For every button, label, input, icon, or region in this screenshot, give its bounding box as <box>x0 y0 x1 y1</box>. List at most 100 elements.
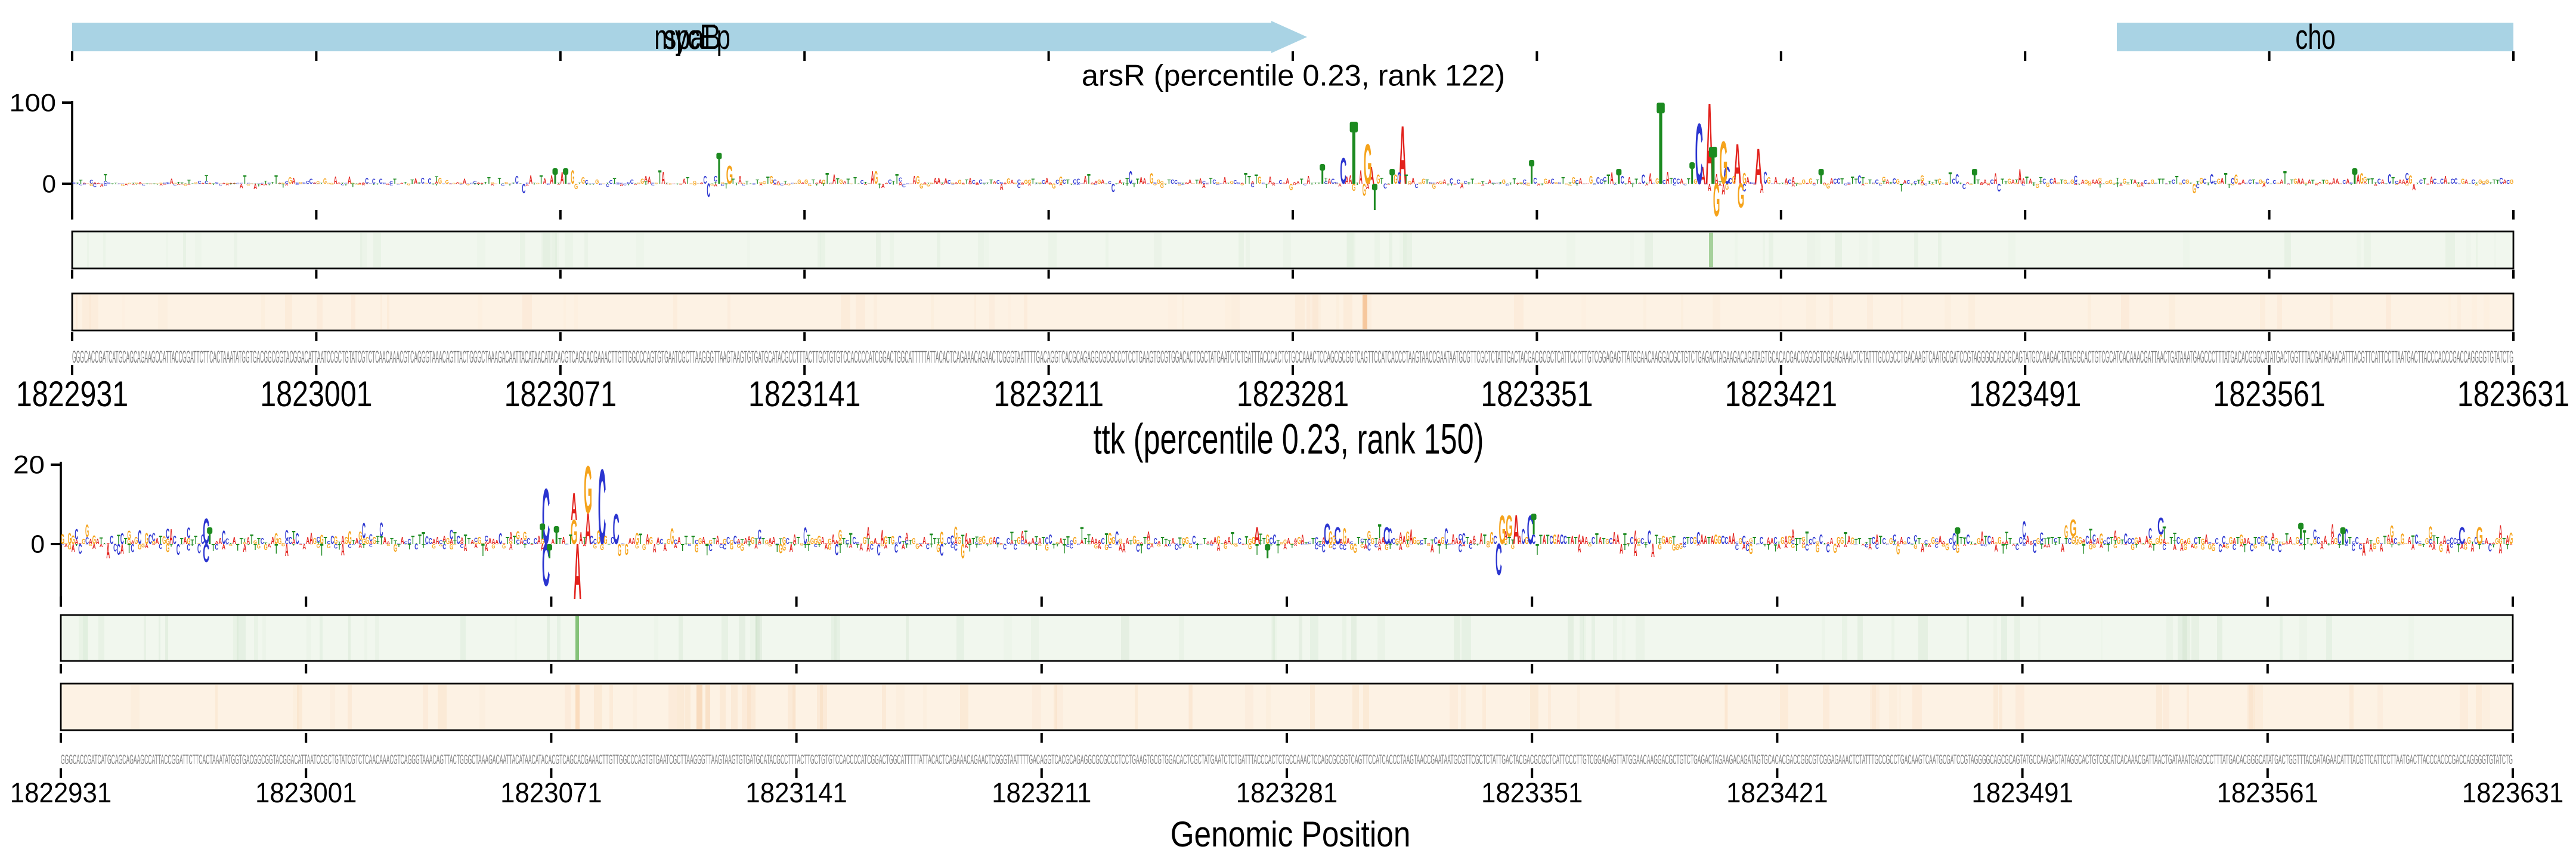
svg-text:G: G <box>800 543 804 545</box>
svg-text:A: A <box>93 182 97 184</box>
svg-text:G: G <box>68 543 72 552</box>
svg-text:C: C <box>414 543 418 551</box>
svg-text:C: C <box>219 184 222 187</box>
svg-text:G: G <box>1683 183 1688 184</box>
svg-text:G: G <box>1885 543 1890 544</box>
svg-text:A: A <box>1021 529 1024 543</box>
svg-text:C: C <box>996 534 999 546</box>
svg-text:A: A <box>1826 542 1830 545</box>
svg-text:C: C <box>1315 535 1318 546</box>
svg-text:A: A <box>1038 536 1042 546</box>
svg-text:G: G <box>1732 174 1736 187</box>
svg-text:A: A <box>765 544 769 545</box>
svg-text:C: C <box>1335 522 1341 549</box>
svg-text:T: T <box>857 183 860 184</box>
svg-text:C: C <box>948 179 951 185</box>
svg-text:C: C <box>1809 539 1812 546</box>
svg-text:G: G <box>2408 174 2412 187</box>
svg-text:C: C <box>940 541 943 560</box>
svg-text:T: T <box>2168 181 2172 185</box>
svg-text:T: T <box>1631 183 1634 189</box>
svg-text:A: A <box>1896 541 1900 545</box>
svg-text:G: G <box>1527 183 1531 184</box>
svg-text:A: A <box>1306 174 1310 187</box>
svg-text:G: G <box>737 543 741 549</box>
svg-text:G: G <box>2194 543 2197 551</box>
svg-text:A: A <box>2299 544 2303 547</box>
svg-text:T: T <box>1227 183 1230 184</box>
svg-text:C: C <box>289 535 292 546</box>
svg-text:G: G <box>134 535 138 546</box>
svg-text:A: A <box>2271 531 2275 542</box>
svg-text:G: G <box>2201 543 2205 552</box>
svg-text:A: A <box>414 177 417 186</box>
svg-text:T: T <box>253 183 257 184</box>
svg-text:A: A <box>1460 183 1464 190</box>
svg-text:G: G <box>1460 183 1465 184</box>
svg-text:A: A <box>520 537 524 546</box>
svg-text:C: C <box>733 534 737 547</box>
svg-text:T: T <box>2060 179 2064 186</box>
svg-text:G: G <box>1555 182 1558 185</box>
svg-text:C: C <box>1318 543 1322 549</box>
svg-text:T: T <box>1203 536 1206 546</box>
svg-text:C: C <box>2450 536 2453 546</box>
svg-text:G: G <box>358 529 362 543</box>
svg-text:G: G <box>2334 537 2337 546</box>
svg-text:1823141: 1823141 <box>745 777 847 808</box>
svg-text:C: C <box>327 540 330 545</box>
svg-text:A: A <box>338 183 342 184</box>
svg-text:G: G <box>453 544 457 546</box>
svg-text:G: G <box>1367 529 1371 542</box>
svg-text:A: A <box>1791 183 1795 187</box>
svg-text:G: G <box>915 543 919 551</box>
svg-text:T: T <box>2137 182 2141 184</box>
svg-text:T: T <box>442 540 446 545</box>
svg-text:A: A <box>871 168 874 188</box>
svg-text:C: C <box>1444 523 1448 549</box>
svg-text:A: A <box>2095 178 2098 185</box>
svg-text:T: T <box>1178 535 1182 546</box>
svg-text:G: G <box>2397 542 2401 545</box>
svg-text:C: C <box>309 178 313 186</box>
svg-text:G: G <box>2166 542 2169 545</box>
svg-text:T: T <box>1509 184 1513 185</box>
svg-text:T: T <box>1575 183 1579 187</box>
svg-text:A: A <box>657 536 660 546</box>
svg-text:A: A <box>1021 184 1025 185</box>
svg-text:G: G <box>2126 184 2131 185</box>
svg-text:T: T <box>2051 534 2054 546</box>
svg-text:G: G <box>194 182 197 184</box>
svg-text:A: A <box>541 542 544 553</box>
svg-text:A: A <box>2374 184 2377 187</box>
svg-text:T: T <box>971 536 975 546</box>
svg-text:A: A <box>125 184 128 186</box>
svg-text:G: G <box>2405 184 2408 187</box>
svg-text:A: A <box>2289 535 2292 546</box>
svg-text:A: A <box>163 184 167 185</box>
svg-text:G: G <box>162 534 166 547</box>
svg-text:A: A <box>1627 543 1631 545</box>
svg-text:C: C <box>1724 162 1730 189</box>
svg-text:C: C <box>2040 530 2044 543</box>
svg-text:G: G <box>2509 530 2513 548</box>
svg-text:C: C <box>1003 543 1007 551</box>
svg-text:G: G <box>1693 535 1696 546</box>
svg-text:T: T <box>2367 178 2371 186</box>
svg-text:A: A <box>1746 540 1750 545</box>
svg-text:T: T <box>1083 536 1087 546</box>
svg-text:T: T <box>1861 175 1865 186</box>
svg-text:A: A <box>2432 542 2436 552</box>
svg-text:C: C <box>408 539 411 546</box>
svg-text:T: T <box>1938 184 1942 186</box>
svg-text:T: T <box>1168 539 1171 545</box>
svg-text:G: G <box>288 175 292 186</box>
svg-text:T: T <box>2390 543 2394 548</box>
svg-text:T: T <box>779 536 782 546</box>
svg-text:A: A <box>1224 539 1227 545</box>
svg-text:T: T <box>393 178 397 186</box>
svg-text:G: G <box>807 540 811 545</box>
svg-text:G: G <box>1655 177 1659 186</box>
svg-text:A: A <box>2488 543 2493 545</box>
svg-text:T: T <box>2489 182 2493 184</box>
